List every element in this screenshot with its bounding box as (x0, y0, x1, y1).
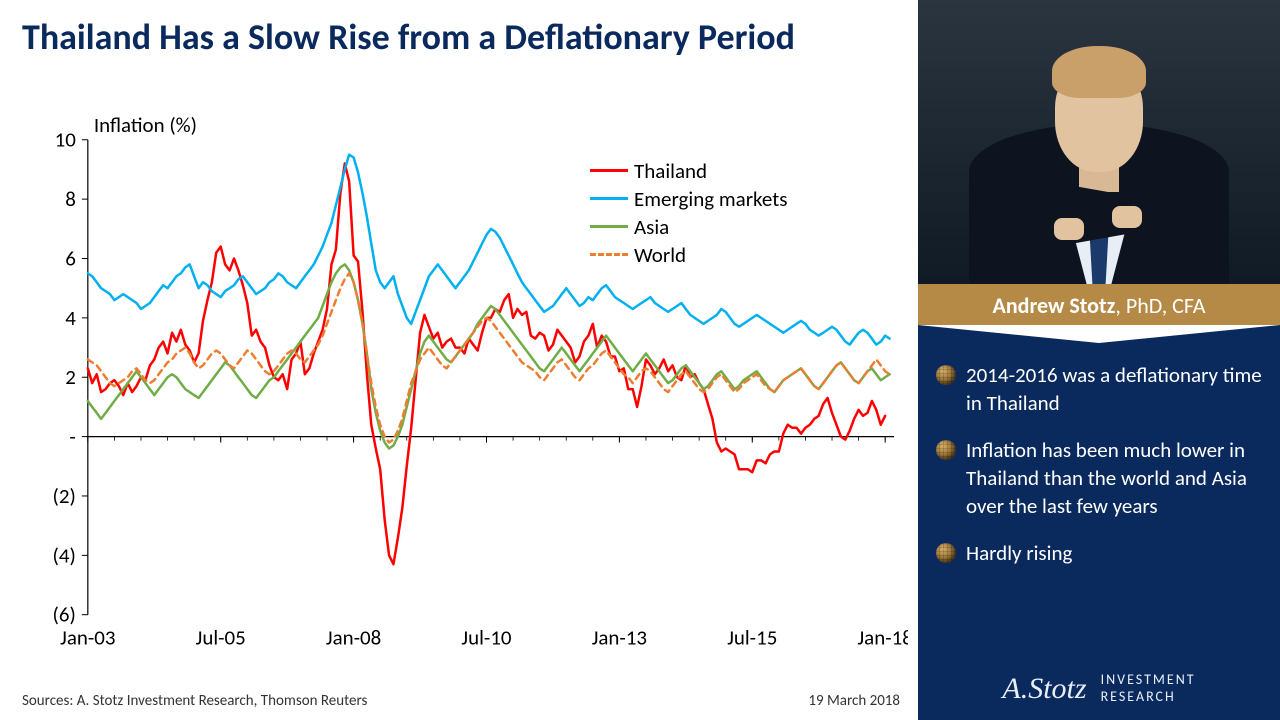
author-credentials: , PhD, CFA (1115, 292, 1205, 319)
svg-text:Jul-05: Jul-05 (196, 624, 246, 650)
legend-label: World (634, 242, 686, 268)
author-portrait (918, 0, 1280, 284)
legend-swatch (590, 253, 628, 256)
svg-text:-: - (69, 423, 75, 449)
bullet-item: Inflation has been much lower in Thailan… (936, 436, 1266, 521)
bullet-text: Hardly rising (966, 539, 1072, 567)
banner-chevron (918, 325, 1280, 343)
bullet-text: 2014-2016 was a deflationary time in Tha… (966, 361, 1266, 418)
slide-title: Thailand Has a Slow Rise from a Deflatio… (0, 0, 918, 62)
inflation-chart: Inflation (%)(6)(4)(2)-246810Jan-03Jul-0… (0, 62, 918, 720)
globe-icon (936, 365, 956, 385)
main-panel: Thailand Has a Slow Rise from a Deflatio… (0, 0, 918, 720)
legend-swatch (590, 225, 628, 228)
svg-text:Jul-10: Jul-10 (461, 624, 512, 650)
svg-text:6: 6 (65, 245, 76, 271)
legend-item: Asia (590, 214, 788, 240)
svg-text:Jan-18: Jan-18 (857, 624, 908, 650)
globe-icon (936, 543, 956, 563)
chart-legend: ThailandEmerging marketsAsiaWorld (590, 158, 788, 270)
sidebar: Andrew Stotz, PhD, CFA 2014-2016 was a d… (918, 0, 1280, 720)
svg-text:2: 2 (65, 364, 76, 390)
svg-text:Jul-15: Jul-15 (727, 624, 777, 650)
slide-footer: Sources: A. Stotz Investment Research, T… (22, 692, 900, 710)
svg-text:8: 8 (65, 186, 76, 212)
globe-icon (936, 440, 956, 460)
legend-label: Thailand (634, 158, 707, 184)
svg-text:(2): (2) (53, 483, 76, 509)
legend-swatch (590, 169, 628, 172)
legend-item: Emerging markets (590, 186, 788, 212)
legend-swatch (590, 197, 628, 200)
legend-label: Asia (634, 214, 669, 240)
logo-text: INVESTMENT RESEARCH (1101, 672, 1196, 706)
author-name: Andrew Stotz (993, 292, 1116, 319)
svg-text:(4): (4) (53, 542, 76, 568)
svg-text:Jan-03: Jan-03 (60, 624, 115, 650)
svg-text:Jan-08: Jan-08 (326, 624, 381, 650)
bullet-item: Hardly rising (936, 539, 1266, 567)
svg-text:Jan-13: Jan-13 (592, 624, 647, 650)
slide: Thailand Has a Slow Rise from a Deflatio… (0, 0, 1280, 720)
svg-text:10: 10 (55, 126, 77, 152)
svg-text:4: 4 (65, 304, 76, 330)
legend-item: World (590, 242, 788, 268)
brand-logo: A.Stotz INVESTMENT RESEARCH (918, 672, 1280, 706)
legend-item: Thailand (590, 158, 788, 184)
series-asia (88, 264, 890, 448)
svg-text:Inflation (%): Inflation (%) (94, 111, 197, 137)
bullet-item: 2014-2016 was a deflationary time in Tha… (936, 361, 1266, 418)
footer-date: 19 March 2018 (808, 692, 900, 710)
bullet-text: Inflation has been much lower in Thailan… (966, 436, 1266, 521)
legend-label: Emerging markets (634, 186, 788, 212)
bullet-list: 2014-2016 was a deflationary time in Tha… (918, 343, 1280, 585)
footer-source: Sources: A. Stotz Investment Research, T… (22, 692, 367, 710)
logo-signature: A.Stotz (1002, 672, 1086, 706)
author-name-banner: Andrew Stotz, PhD, CFA (918, 284, 1280, 325)
